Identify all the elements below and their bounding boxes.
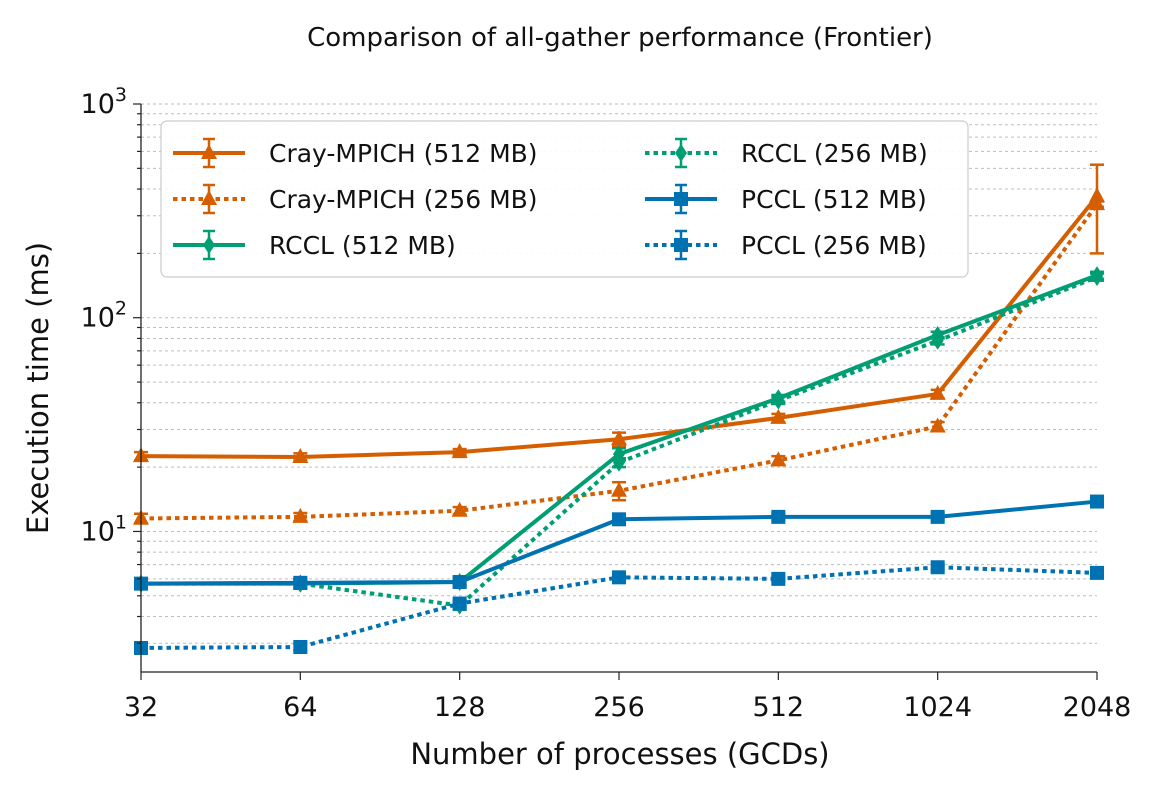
series-5 bbox=[134, 494, 1104, 591]
data-point bbox=[772, 391, 785, 410]
series-layer bbox=[133, 163, 1105, 655]
legend-marker bbox=[201, 190, 217, 205]
legend-label: Cray-MPICH (256 MB) bbox=[269, 185, 538, 214]
data-point bbox=[451, 501, 468, 517]
legend-label: PCCL (256 MB) bbox=[741, 231, 927, 260]
legend-entry: Cray-MPICH (256 MB) bbox=[173, 183, 538, 215]
data-point bbox=[452, 575, 467, 590]
data-point bbox=[452, 596, 467, 611]
data-point bbox=[293, 640, 308, 655]
legend-label: RCCL (256 MB) bbox=[741, 139, 928, 168]
x-tick-label: 512 bbox=[753, 692, 805, 723]
x-tick-label: 64 bbox=[283, 692, 317, 723]
legend-label: RCCL (512 MB) bbox=[269, 231, 456, 260]
data-point bbox=[929, 384, 946, 400]
series-6 bbox=[134, 560, 1104, 655]
legend-marker bbox=[675, 144, 687, 162]
data-point bbox=[611, 481, 627, 497]
legend-frame bbox=[160, 120, 969, 278]
data-point bbox=[770, 408, 787, 424]
data-point bbox=[1089, 195, 1105, 211]
y-tick-label: 103 bbox=[81, 84, 127, 120]
legend-marker bbox=[203, 236, 215, 254]
data-point bbox=[1089, 187, 1105, 203]
data-point bbox=[451, 443, 468, 459]
data-point bbox=[1090, 494, 1104, 509]
x-tick-label: 32 bbox=[124, 692, 158, 723]
legend-entry: RCCL (256 MB) bbox=[645, 137, 928, 169]
data-point bbox=[293, 575, 308, 590]
data-point bbox=[611, 430, 627, 446]
legend-marker bbox=[674, 238, 688, 252]
data-point bbox=[929, 417, 946, 433]
data-point bbox=[1091, 268, 1103, 287]
x-tick-label: 256 bbox=[593, 692, 645, 723]
legend-entry: Cray-MPICH (512 MB) bbox=[173, 137, 538, 169]
data-point bbox=[1090, 565, 1104, 580]
y-tick-label: 102 bbox=[81, 298, 127, 334]
data-point bbox=[612, 512, 626, 527]
data-point bbox=[292, 507, 309, 523]
data-point bbox=[613, 453, 625, 472]
y-tick-label: 101 bbox=[81, 511, 127, 547]
y-ticks: 101 102 103 bbox=[81, 84, 141, 644]
data-point bbox=[930, 560, 945, 575]
data-point bbox=[292, 448, 309, 464]
legend-label: PCCL (512 MB) bbox=[741, 185, 927, 214]
data-point bbox=[770, 451, 787, 467]
legend-marker bbox=[674, 192, 688, 206]
legend-entry: RCCL (512 MB) bbox=[173, 229, 456, 261]
data-point bbox=[771, 509, 786, 524]
chart-title: Comparison of all-gather performance (Fr… bbox=[307, 23, 933, 53]
legend: Cray-MPICH (512 MB) Cray-MPICH (256 MB) RC… bbox=[160, 120, 969, 278]
series-1 bbox=[133, 163, 1105, 464]
x-axis-label: Number of processes (GCDs) bbox=[410, 737, 829, 771]
series-2 bbox=[133, 195, 1105, 525]
data-point bbox=[930, 509, 945, 524]
legend-entry: PCCL (256 MB) bbox=[645, 229, 927, 261]
legend-entry: PCCL (512 MB) bbox=[645, 183, 927, 215]
x-ticks: 32 64 128 256 512 1024 2048 bbox=[124, 672, 1132, 723]
y-axis-label: Execution time (ms) bbox=[21, 242, 55, 534]
data-point bbox=[612, 570, 626, 585]
legend-marker bbox=[201, 144, 217, 159]
legend-label: Cray-MPICH (512 MB) bbox=[269, 139, 538, 168]
data-point bbox=[931, 331, 944, 350]
x-tick-label: 1024 bbox=[903, 692, 972, 723]
x-tick-label: 128 bbox=[434, 692, 486, 723]
x-tick-label: 2048 bbox=[1063, 692, 1132, 723]
data-point bbox=[771, 571, 786, 586]
